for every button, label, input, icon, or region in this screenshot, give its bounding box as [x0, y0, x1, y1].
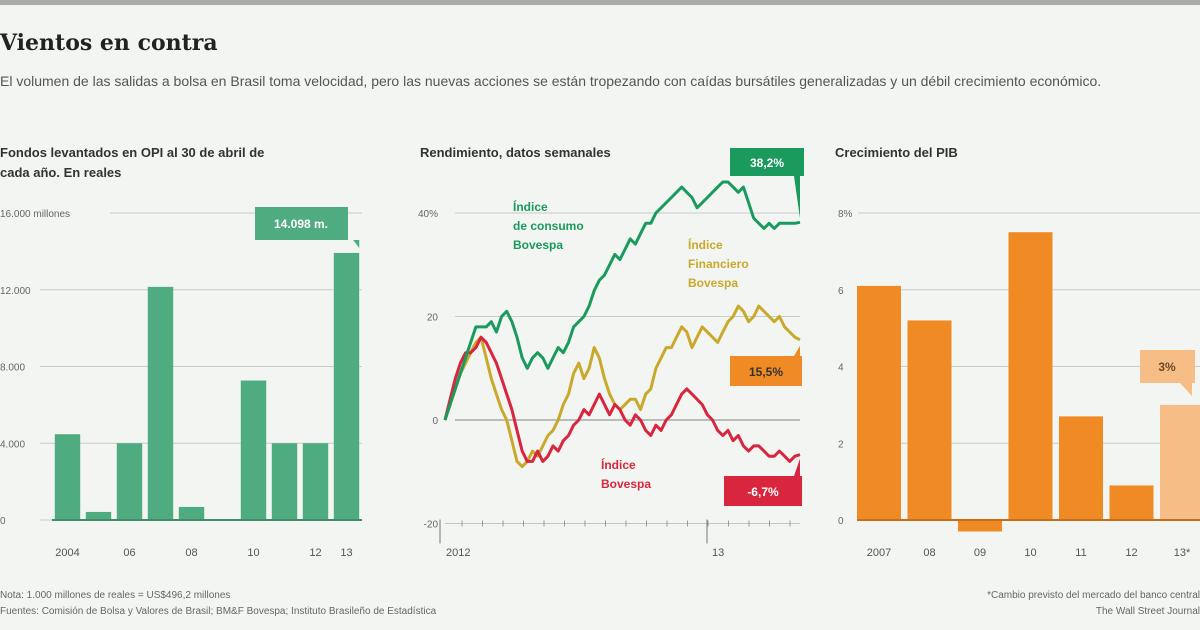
gdp-ytick-label: 0: [838, 516, 844, 527]
ipo-bar-05: [85, 511, 112, 520]
page-title: Vientos en contra: [0, 30, 218, 56]
footnote-note: Nota: 1.000 millones de reales = US$496,…: [0, 590, 231, 601]
gdp-xtick-label: 10: [1024, 547, 1036, 559]
gdp-xtick-label: 12: [1125, 547, 1137, 559]
gdp-xtick-label: 09: [974, 547, 986, 559]
footnote-credit: The Wall Street Journal: [1095, 606, 1200, 617]
ipo-ytick-label: 16.000 millones: [0, 209, 70, 220]
ipo-ytick-label: 4.000: [0, 439, 25, 450]
ipo-bar-10: [240, 380, 267, 520]
returns-line-bovespa: [443, 335, 801, 463]
ipo-ytick-label: 12.000: [0, 286, 31, 297]
gdp-bar-10: [1008, 232, 1053, 520]
returns-xtick-label: 13: [712, 547, 724, 559]
gdp-ytick-label: 6: [838, 286, 844, 297]
returns-legend-financiero: Índice: [688, 237, 723, 252]
gdp-xtick-label: 08: [923, 547, 935, 559]
top-rule: [0, 0, 1200, 5]
ipo-ytick-label: 0: [0, 516, 6, 527]
returns-end-callout-box: [730, 148, 804, 176]
returns-legend-bovespa: Bovespa: [601, 477, 651, 491]
returns-ytick-label: -20: [424, 520, 439, 531]
gdp-chart-title: Crecimiento del PIB: [835, 145, 958, 160]
returns-ytick-label: 40%: [418, 209, 438, 220]
returns-legend-consumo: Bovespa: [513, 238, 563, 252]
returns-legend-financiero: Bovespa: [688, 276, 738, 290]
returns-line-financiero: [443, 304, 801, 469]
returns-end-callout-box: [724, 476, 802, 506]
ipo-callout-box: [255, 207, 348, 240]
gdp-bar-08: [907, 320, 952, 520]
gdp-ytick-label: 2: [838, 439, 844, 450]
ipo-callout-pointer: [353, 240, 360, 248]
gdp-xtick-label: 13*: [1174, 547, 1191, 559]
ipo-xtick-label: 13: [340, 547, 352, 559]
gdp-bar-11: [1059, 416, 1103, 520]
gdp-callout-box: [1140, 350, 1195, 383]
returns-end-callout-box: [730, 356, 802, 386]
returns-end-label: 15,5%: [749, 365, 783, 379]
gdp-callout-label: 3%: [1158, 360, 1176, 374]
returns-ytick-label: 0: [432, 416, 438, 427]
ipo-ytick-label: 8.000: [0, 363, 25, 374]
returns-legend-consumo: de consumo: [513, 219, 584, 233]
footnote-asterisk: *Cambio previsto del mercado del banco c…: [987, 590, 1200, 601]
ipo-xtick-label: 10: [247, 547, 259, 559]
ipo-bar-12: [302, 443, 329, 520]
gdp-xtick-label: 2007: [867, 547, 891, 559]
ipo-callout-label: 14.098 m.: [274, 217, 328, 231]
ipo-bar-08: [178, 506, 205, 520]
ipo-xtick-label: 12: [309, 547, 321, 559]
ipo-xtick-label: 08: [185, 547, 197, 559]
returns-line-consumo: [443, 180, 801, 421]
returns-chart-title: Rendimiento, datos semanales: [420, 145, 611, 160]
returns-ytick-label: 20: [427, 313, 439, 324]
gdp-bar-09: [958, 520, 1002, 532]
footnote-sources: Fuentes: Comisión de Bolsa y Valores de …: [0, 606, 437, 617]
gdp-ytick-label: 4: [838, 363, 844, 374]
ipo-bar-11: [271, 443, 298, 520]
ipo-bar-13: [333, 252, 360, 520]
returns-callout-pointer: [794, 176, 800, 219]
returns-legend-financiero: Financiero: [688, 257, 749, 271]
ipo-bar-07: [147, 286, 174, 520]
returns-legend-bovespa: Índice: [601, 457, 636, 472]
ipo-xtick-label: 06: [123, 547, 135, 559]
returns-legend-consumo: Índice: [513, 199, 548, 214]
page-subtitle: El volumen de las salidas a bolsa en Bra…: [0, 73, 1102, 89]
gdp-ytick-label: 8%: [838, 209, 853, 220]
ipo-bar-2004: [54, 434, 81, 520]
returns-end-label: 38,2%: [750, 156, 784, 170]
returns-callout-pointer: [794, 345, 800, 356]
gdp-bar-2007: [857, 285, 901, 520]
returns-end-label: -6,7%: [747, 485, 779, 499]
ipo-xtick-label: 2004: [55, 547, 79, 559]
gdp-bar-13: [1160, 404, 1200, 520]
returns-callout-pointer: [794, 458, 800, 476]
gdp-xtick-label: 11: [1075, 547, 1086, 559]
ipo-chart-title: Fondos levantados en OPI al 30 de abril …: [0, 145, 265, 180]
gdp-bar-12: [1109, 485, 1154, 520]
gdp-callout-pointer: [1180, 383, 1192, 396]
ipo-bar-06: [116, 443, 143, 520]
returns-xtick-label: 2012: [446, 547, 470, 559]
